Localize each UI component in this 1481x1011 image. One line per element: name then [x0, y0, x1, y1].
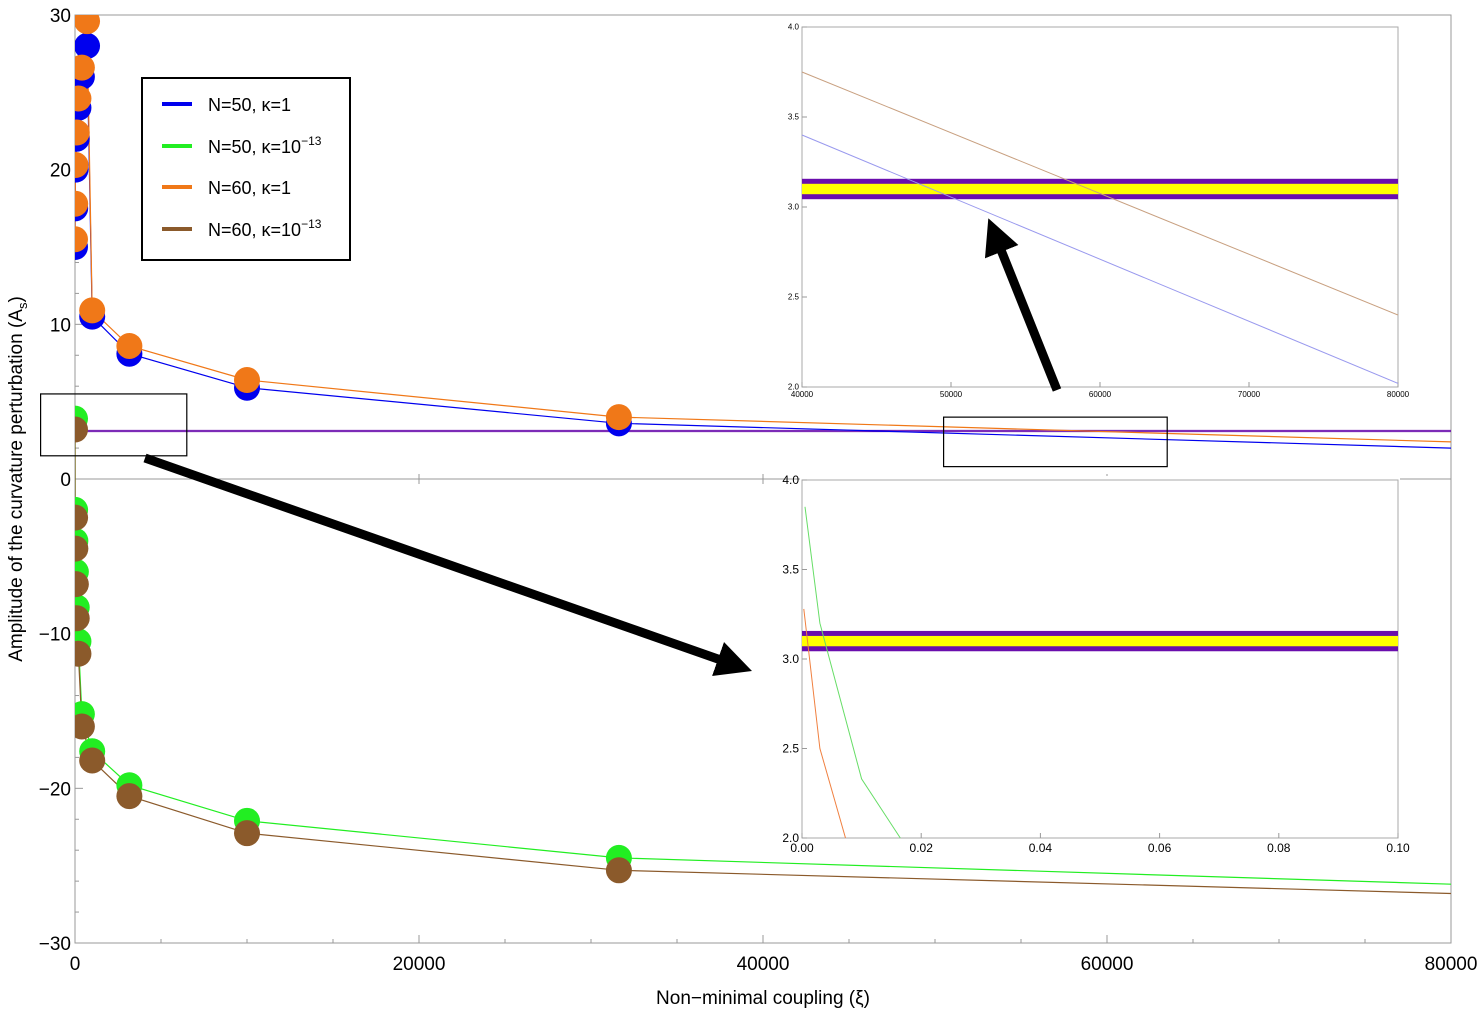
y-tick-label: 20 [50, 161, 71, 182]
series-points [75, 15, 632, 884]
data-point [75, 226, 88, 253]
legend-label-1: N=50, κ=1 [208, 95, 291, 115]
y-tick-label: 10 [50, 315, 71, 336]
inset-line [801, 71, 1399, 316]
inset-y-tick-label: 3.0 [788, 203, 800, 212]
inset-y-tick-label: 3.5 [788, 113, 800, 122]
inset-y-tick-label: 4.0 [782, 473, 799, 487]
zoom-regions [39, 393, 1168, 468]
data-point [75, 32, 101, 59]
y-tick-label: −20 [39, 779, 71, 800]
inset-x-tick-label: 70000 [1238, 390, 1261, 399]
legend: N=50, κ=1 N=50, κ=10−13 N=60, κ=1 N=60, … [141, 77, 351, 261]
data-point [116, 332, 143, 359]
legend-label-4: N=60, κ=10−13 [208, 217, 322, 240]
y-tick-label: 0 [60, 470, 71, 491]
y-axis-label-close: ) [6, 296, 27, 302]
inset-y-tick-label: 2.0 [788, 383, 800, 392]
data-point [75, 504, 89, 531]
data-point [116, 783, 143, 810]
data-point [75, 119, 90, 146]
zoom-arrow-right [984, 218, 1062, 392]
main-x-ticks: 0 20000 40000 60000 80000 [70, 474, 1478, 975]
y-axis-label-sub: s [15, 302, 30, 309]
data-point [605, 404, 632, 431]
x-tick-label: 60000 [1081, 954, 1134, 975]
inset-band-fill [802, 635, 1398, 647]
inset-line [804, 506, 901, 839]
inset-x-tick-label: 0.00 [790, 841, 814, 855]
x-axis-label: Non−minimal coupling (ξ) [656, 988, 870, 1009]
inset-y-tick-label: 4.0 [788, 23, 800, 32]
inset-x-tick-label: 0.04 [1029, 841, 1053, 855]
observed-band-lines [75, 429, 1451, 433]
data-point [605, 857, 632, 884]
inset-line [801, 134, 1399, 384]
inset-top: 40000 50000 60000 70000 80000 2.0 2.5 3.0 3.5 4.0 [788, 23, 1410, 399]
y-tick-label: 30 [50, 6, 71, 27]
data-point [75, 571, 89, 598]
inset-x-tick-label: 40000 [791, 390, 814, 399]
x-tick-label: 80000 [1425, 954, 1478, 975]
inset-y-tick-label: 3.5 [782, 563, 799, 577]
inset-bottom: 0.00 0.02 0.04 0.06 0.08 0.10 2.0 2.5 3.0 3.5 4.0 [782, 473, 1410, 855]
inset-y-tick-label: 3.0 [782, 652, 799, 666]
zoom-arrow-left [143, 453, 752, 677]
zoom-region-right [942, 416, 1168, 468]
inset-x-tick-label: 80000 [1387, 390, 1410, 399]
inset-x-tick-label: 0.08 [1267, 841, 1291, 855]
data-point [75, 85, 92, 112]
data-point [234, 367, 260, 394]
legend-label-3: N=60, κ=1 [208, 178, 291, 198]
inset-x-tick-label: 0.10 [1386, 841, 1410, 855]
data-point [79, 297, 106, 324]
data-point [75, 640, 92, 667]
inset-x-tick-label: 0.06 [1148, 841, 1172, 855]
data-point [75, 54, 95, 81]
inset-y-tick-label: 2.5 [782, 742, 799, 756]
data-point [75, 416, 88, 443]
inset-x-tick-label: 60000 [1089, 390, 1112, 399]
inset-line [803, 608, 846, 839]
inset-band-fill [802, 183, 1398, 195]
data-point [75, 713, 95, 740]
y-axis-label: Amplitude of the curvature perturbation … [6, 296, 30, 662]
zoom-region-left [39, 393, 188, 457]
x-tick-label: 20000 [393, 954, 446, 975]
data-point [75, 190, 89, 217]
inset-x-tick-label: 0.02 [910, 841, 934, 855]
y-axis-label-main: Amplitude of the curvature perturbation … [6, 309, 27, 662]
data-point [75, 152, 89, 179]
inset-background [800, 23, 1400, 391]
data-point [75, 15, 101, 35]
y-tick-label: −30 [39, 934, 71, 955]
inset-x-tick-label: 50000 [940, 390, 963, 399]
x-tick-label: 0 [70, 954, 81, 975]
main-y-ticks: −30 −20 −10 0 10 20 30 [39, 6, 83, 955]
x-tick-label: 40000 [737, 954, 790, 975]
inset-y-tick-label: 2.5 [788, 293, 800, 302]
data-point [79, 747, 106, 774]
inset-y-tick-label: 2.0 [782, 831, 799, 845]
data-point [75, 535, 89, 562]
y-tick-label: −10 [39, 625, 71, 646]
inset-background [800, 476, 1400, 842]
legend-label-2: N=50, κ=10−13 [208, 134, 322, 157]
data-point [234, 820, 260, 847]
data-point [75, 605, 90, 632]
